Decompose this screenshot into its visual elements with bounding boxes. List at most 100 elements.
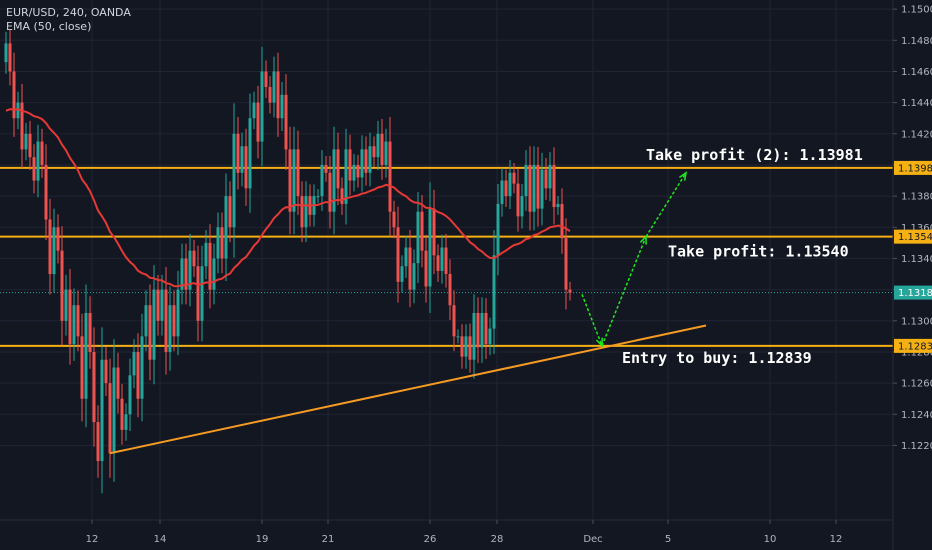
price-tick-label: 1.13400 xyxy=(901,254,932,265)
candle-body xyxy=(116,367,120,399)
candle-body xyxy=(352,164,356,181)
candle-body xyxy=(460,336,464,357)
projection-segment xyxy=(581,294,603,346)
price-tick-label: 1.14800 xyxy=(901,36,932,47)
time-axis[interactable]: 12 14 19 21 26 28 Dec 5 10 12 xyxy=(0,519,893,545)
candle-body xyxy=(500,180,504,204)
candle-body xyxy=(540,169,544,209)
candle-body xyxy=(140,336,144,399)
trend-line[interactable] xyxy=(109,324,707,455)
candle-body xyxy=(300,196,304,228)
candle-body xyxy=(468,336,472,360)
candle-body xyxy=(420,211,424,251)
candle-body xyxy=(376,133,380,158)
price-tick-label: 1.14600 xyxy=(901,67,932,78)
candle-body xyxy=(392,211,396,228)
time-tick-label: 12 xyxy=(86,534,99,545)
candle-body xyxy=(328,172,332,212)
price-tick-label: 1.15000 xyxy=(901,5,932,16)
candle-body xyxy=(8,43,12,72)
candle-body xyxy=(252,102,256,119)
price-tag-label: 1.12839 xyxy=(898,341,932,352)
candle-body xyxy=(152,289,156,360)
candle-body xyxy=(332,149,336,212)
candle-body xyxy=(244,146,248,189)
indicator-title[interactable]: EMA (50, close) xyxy=(6,20,92,33)
candle-body xyxy=(512,172,516,184)
candle-body xyxy=(240,146,244,173)
candle-body xyxy=(120,398,124,430)
candle-body xyxy=(564,238,568,290)
time-tick-label: 26 xyxy=(424,534,437,545)
price-tag-label: 1.13981 xyxy=(898,163,932,174)
candle-body xyxy=(404,247,408,267)
candle-body xyxy=(216,227,220,259)
candle-body xyxy=(156,289,160,321)
candle-body xyxy=(448,274,452,306)
candle-body xyxy=(276,71,280,119)
price-tag-label: 1.13540 xyxy=(898,232,932,243)
candle-body xyxy=(12,71,16,119)
symbol-title[interactable]: EUR/USD, 240, OANDA xyxy=(6,6,131,19)
candles xyxy=(4,29,572,494)
candle-body xyxy=(456,336,460,338)
candle-body xyxy=(472,312,476,360)
candle-body xyxy=(164,289,168,352)
candle-body xyxy=(160,289,164,321)
time-tick-label: 21 xyxy=(322,534,335,545)
price-tag-box xyxy=(894,160,932,175)
chart-legend: EUR/USD, 240, OANDA EMA (50, close) xyxy=(6,6,131,34)
price-tick-label: 1.12200 xyxy=(901,441,932,452)
candle-body xyxy=(96,422,100,462)
candle-body xyxy=(476,312,480,348)
candle-body xyxy=(508,172,512,197)
candle-body xyxy=(28,133,32,158)
candle-body xyxy=(264,71,268,88)
candle-body xyxy=(148,305,152,360)
candle-body xyxy=(72,305,76,345)
candle-body xyxy=(568,289,572,293)
candle-body xyxy=(408,247,412,290)
candle-body xyxy=(284,94,288,150)
candle-body xyxy=(108,383,112,454)
candle-body xyxy=(32,157,36,181)
candle-body xyxy=(432,208,436,256)
annotation-label: Take profit (2): 1.13981 xyxy=(646,146,863,164)
candle-body xyxy=(232,133,236,228)
candle-body xyxy=(388,141,392,212)
candle-body xyxy=(356,164,360,178)
candle-body xyxy=(400,266,404,282)
candle-body xyxy=(372,146,376,158)
projection-arrowhead xyxy=(679,171,688,181)
candle-body xyxy=(336,149,340,189)
candle-body xyxy=(520,196,524,217)
candle-body xyxy=(444,247,448,275)
candle-body xyxy=(260,71,264,142)
price-tag-box xyxy=(894,285,932,300)
candle-body xyxy=(492,255,496,329)
candle-body xyxy=(280,94,284,119)
ema-line xyxy=(5,108,571,288)
time-tick-label: 19 xyxy=(256,534,269,545)
candle-body xyxy=(560,203,564,239)
candle-body xyxy=(84,312,88,399)
candle-body xyxy=(424,250,428,287)
candle-body xyxy=(364,149,368,173)
candle-body xyxy=(368,146,372,173)
candle-body xyxy=(200,266,204,321)
candle-body xyxy=(316,196,320,198)
candle-body xyxy=(344,149,348,204)
candle-body xyxy=(56,227,60,251)
candle-body xyxy=(196,266,200,321)
candle-body xyxy=(412,263,416,290)
candle-body xyxy=(380,133,384,165)
candle-body xyxy=(204,242,208,267)
candle-body xyxy=(532,164,536,212)
candle-body xyxy=(292,149,296,212)
candle-body xyxy=(4,43,8,63)
price-tick-label: 1.12600 xyxy=(901,379,932,390)
candle-body xyxy=(324,164,328,173)
